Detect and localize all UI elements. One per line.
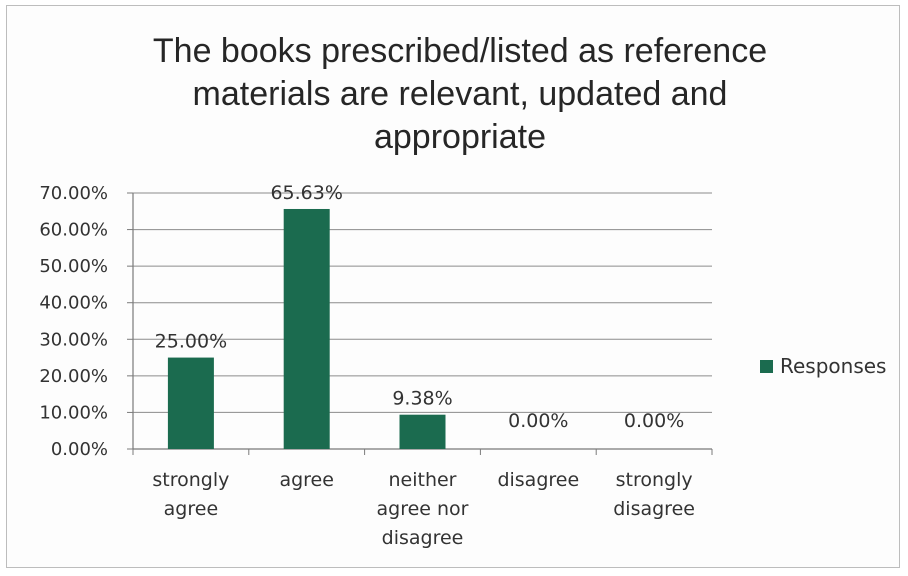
x-category-label: disagree [382, 527, 464, 549]
x-category-label: agree nor [377, 498, 469, 520]
y-tick-label: 50.00% [39, 256, 108, 277]
chart-title-line: appropriate [374, 118, 546, 156]
bar-value-label: 0.00% [624, 410, 684, 432]
chart-frame [6, 5, 900, 568]
y-axis-tick-labels: 0.00% 10.00% 20.00% 30.00% 40.00% 50.00% 60.00… [39, 183, 108, 460]
legend: Responses [760, 354, 886, 378]
y-tick-label: 10.00% [39, 402, 108, 423]
chart-title-line: The books prescribed/listed as reference [153, 32, 767, 70]
bar [399, 414, 446, 449]
y-tick-label: 40.00% [39, 293, 108, 314]
y-tick-label: 20.00% [39, 366, 108, 387]
bar-value-label: 65.63% [270, 182, 342, 204]
x-category-label: strongly [152, 469, 229, 491]
y-tick-label: 30.00% [39, 329, 108, 350]
x-category-label: disagree [613, 498, 695, 520]
bar-value-label: 25.00% [155, 331, 227, 353]
bar [167, 357, 214, 449]
y-tick-label: 0.00% [51, 439, 108, 460]
y-tick-label: 70.00% [39, 183, 108, 204]
bar-value-label: 9.38% [392, 388, 452, 410]
x-category-label: neither [388, 469, 456, 491]
gridlines [133, 192, 712, 413]
legend-swatch [760, 360, 773, 373]
bar-value-label: 0.00% [508, 410, 568, 432]
bars [167, 208, 446, 449]
chart-title-line: materials are relevant, updated and [193, 75, 728, 113]
bar [283, 208, 330, 449]
x-category-label: disagree [497, 469, 579, 491]
chart-title: The books prescribed/listed as reference… [153, 32, 767, 156]
data-labels: 25.00% 65.63% 9.38% 0.00% 0.00% [155, 182, 685, 432]
x-category-label: agree [279, 469, 333, 491]
x-axis-category-labels: strongly agree agree neither agree nor disagr… [152, 469, 695, 549]
legend-label: Responses [780, 354, 886, 378]
x-category-label: agree [164, 498, 218, 520]
x-category-label: strongly [616, 469, 693, 491]
y-tick-label: 60.00% [39, 220, 108, 241]
